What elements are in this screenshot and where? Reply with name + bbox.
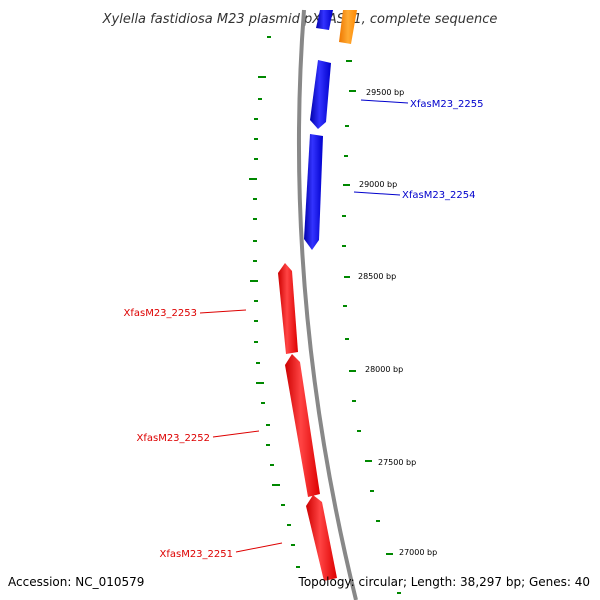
gene-arrow-xfasm23-2251[interactable] [306, 495, 337, 581]
tick-label-28000: 28000 bp [365, 365, 403, 374]
map-title: Xylella fastidiosa M23 plasmid pXFAS01, … [102, 12, 498, 27]
accession-text: Accession: NC_010579 [8, 575, 144, 589]
gene-arrow-xfasm23-2252[interactable] [285, 354, 320, 497]
leader-line-xfasm23-2255 [360, 99, 409, 104]
gene-label-xfasm23-2254[interactable]: XfasM23_2254 [402, 190, 476, 201]
tick-label-28500: 28500 bp [358, 272, 396, 281]
leader-line-xfasm23-2253 [199, 309, 247, 314]
tick-label-27000: 27000 bp [399, 548, 437, 557]
gene-label-xfasm23-2253[interactable]: XfasM23_2253 [123, 308, 197, 319]
gc-marks-inner [249, 36, 300, 568]
gene-label-xfasm23-2255[interactable]: XfasM23_2255 [410, 99, 484, 110]
gc-marks-outer [342, 30, 401, 594]
leader-line-xfasm23-2251 [235, 542, 283, 553]
tick-label-27500: 27500 bp [378, 458, 416, 467]
sequence-backbone [296, 9, 358, 600]
tick-label-29500: 29500 bp [366, 88, 404, 97]
gene-arrow-xfasm23-2255[interactable] [310, 60, 331, 129]
gene-arrow-xfasm23-2254[interactable] [304, 134, 323, 250]
topology-text: Topology: circular; Length: 38,297 bp; G… [298, 575, 590, 589]
gene-arrow-xfasm23-2253[interactable] [278, 263, 298, 354]
gene-label-xfasm23-2251[interactable]: XfasM23_2251 [159, 549, 233, 560]
leader-line-xfasm23-2254 [353, 191, 401, 196]
leader-line-xfasm23-2252 [212, 430, 260, 438]
gene-arrow-orange[interactable] [339, 10, 357, 44]
gene-arrow-top-blue[interactable] [316, 10, 333, 30]
gene-label-xfasm23-2252[interactable]: XfasM23_2252 [136, 433, 210, 444]
tick-label-29000: 29000 bp [359, 180, 397, 189]
